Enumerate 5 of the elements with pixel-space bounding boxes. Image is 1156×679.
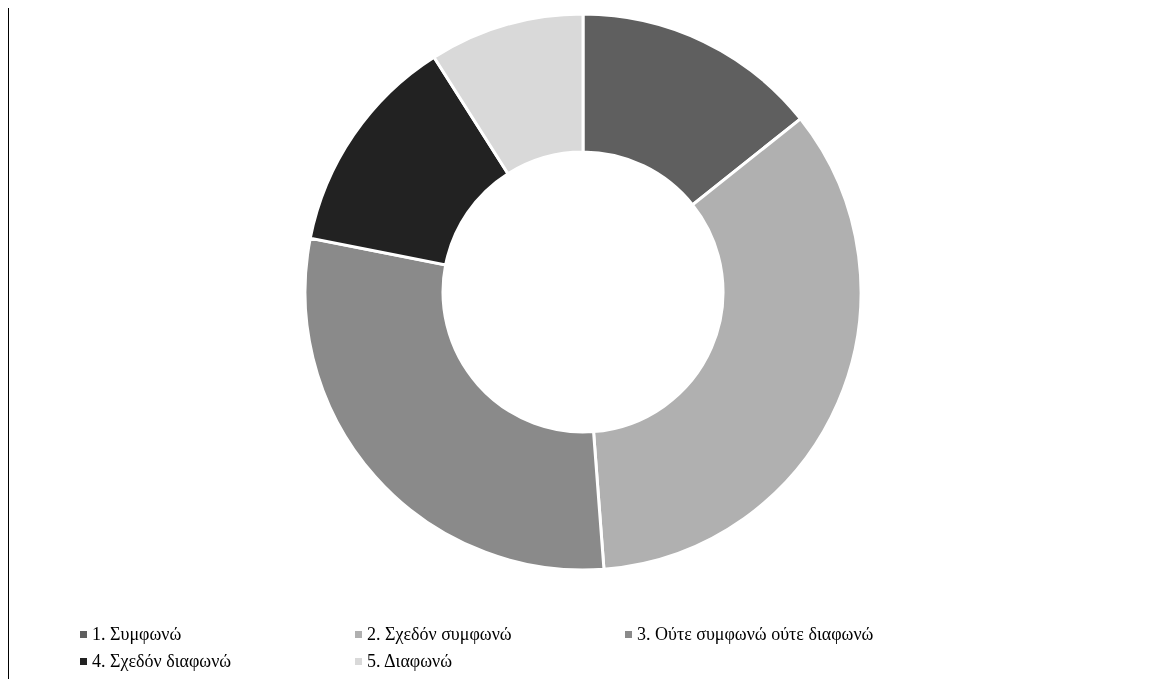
legend-label: 1. Συμφωνώ [92, 624, 182, 644]
legend-label: 3. Ούτε συμφωνώ ούτε διαφωνώ [637, 624, 874, 644]
legend-label: 2. Σχεδόν συμφωνώ [367, 624, 512, 644]
legend-label: 5. Διαφωνώ [367, 651, 453, 671]
legend-label: 4. Σχεδόν διαφωνώ [92, 651, 232, 671]
